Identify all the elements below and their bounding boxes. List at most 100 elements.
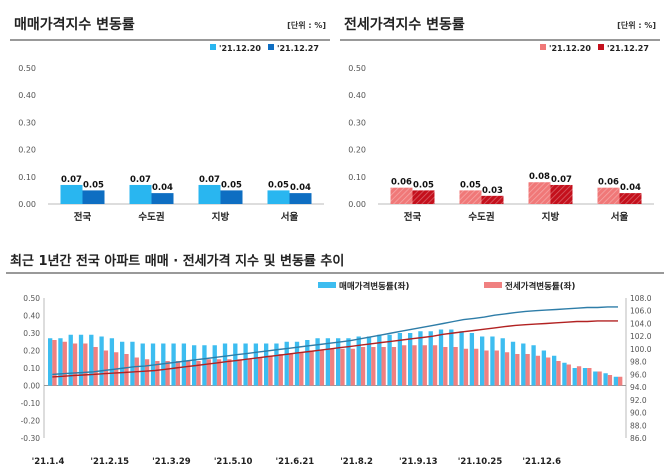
trend-jeonse-bar — [412, 345, 417, 386]
trend-sale-bar — [438, 329, 444, 386]
right-y-tick-label: 98.0 — [630, 358, 647, 367]
trend-sale-bar — [459, 331, 464, 386]
left-y-tick-label: 0.30 — [23, 329, 40, 338]
legend-swatch-0 — [540, 44, 546, 50]
trend-sale-bar — [109, 338, 115, 386]
trend-jeonse-bar — [165, 361, 170, 386]
legend-label-0: '21.12.20 — [549, 44, 591, 53]
trend-sale-bar — [449, 329, 454, 386]
bar-value-label: 0.06 — [598, 178, 619, 188]
legend-label-1: '21.12.27 — [277, 44, 319, 53]
trend-sale-bar — [325, 338, 331, 386]
y-tick-label: 0.30 — [18, 118, 36, 127]
sale-chart-title: 매매가격지수 변동률 — [14, 17, 135, 33]
trend-jeonse-bar — [258, 357, 263, 386]
category-label: 수도권 — [468, 211, 494, 223]
trend-jeonse-bar — [391, 347, 397, 386]
bar-전국-0 — [60, 184, 83, 204]
bar-value-label: 0.07 — [551, 175, 572, 185]
trend-jeonse-bar — [576, 366, 582, 386]
bar-지방-0 — [528, 182, 551, 204]
trend-sale-bar — [428, 331, 433, 386]
trend-sale-bar — [500, 338, 505, 386]
bar-value-label: 0.06 — [391, 178, 412, 188]
jeonse-title-rule — [340, 39, 660, 41]
trend-sale-bar — [294, 341, 300, 386]
bar-value-label: 0.05 — [268, 180, 289, 190]
trend-jeonse-bar — [186, 361, 191, 386]
trend-jeonse-bar — [556, 361, 561, 386]
trend-sale-bar — [552, 355, 557, 386]
trend-jeonse-bar — [515, 354, 520, 386]
trend-jeonse-bar — [587, 368, 592, 386]
right-y-tick-label: 102.0 — [630, 332, 652, 341]
trend-jeonse-bar — [216, 359, 222, 386]
trend-jeonse-bar — [319, 350, 325, 386]
trend-jeonse-bar — [93, 347, 98, 386]
trend-sale-bar — [336, 338, 341, 386]
trend-sale-bar — [582, 368, 588, 386]
trend-panel: 최근 1년간 전국 아파트 매매 · 전세가격 지수 및 변동률 추이 매매가격… — [0, 244, 670, 468]
trend-sale-bar — [202, 345, 207, 386]
trend-jeonse-bar — [402, 345, 407, 386]
category-label: 서울 — [611, 211, 629, 223]
right-y-tick-label: 100.0 — [630, 345, 652, 354]
trend-sale-bar — [356, 336, 361, 386]
trend-sale-bar — [68, 334, 73, 386]
y-tick-label: 0.50 — [348, 64, 366, 73]
trend-sale-bar — [181, 343, 187, 386]
trend-jeonse-bar — [124, 354, 129, 386]
trend-sale-bar — [171, 343, 176, 386]
trend-jeonse-bar — [566, 364, 571, 386]
trend-sale-bar — [418, 331, 423, 386]
sale-title-rule — [10, 39, 330, 41]
trend-sale-bar — [490, 336, 495, 386]
right-y-tick-label: 92.0 — [630, 396, 647, 405]
trend-sale-bar — [264, 343, 269, 386]
trend-sale-bar — [593, 371, 598, 386]
trend-jeonse-bar — [299, 352, 304, 386]
x-tick-label: '21.8.2 — [340, 457, 373, 467]
trend-sale-bar — [510, 341, 516, 386]
bar-value-label: 0.05 — [460, 180, 481, 190]
trend-jeonse-bar — [371, 347, 376, 386]
trend-sale-bar — [243, 343, 248, 386]
trend-sale-bar — [233, 343, 238, 386]
y-tick-label: 0.50 — [18, 64, 36, 73]
jeonse-chart-title: 전세가격지수 변동률 — [344, 17, 465, 33]
trend-jeonse-bar — [278, 354, 283, 386]
trend-jeonse-bar — [206, 359, 211, 386]
bar-value-label: 0.05 — [221, 180, 242, 190]
trend-chart: 매매가격변동률(좌) 전세가격변동률(좌) 0.50 0.40 0.30 0.20 0.10… — [21, 281, 652, 467]
x-tick-label: '21.2.15 — [90, 457, 129, 467]
bar-value-label: 0.03 — [482, 186, 503, 196]
x-tick-label: '21.12.6 — [522, 457, 561, 467]
trend-jeonse-bar — [525, 354, 530, 386]
bar-전국-0 — [390, 187, 413, 204]
trend-jeonse-bar — [484, 350, 489, 386]
trend-jeonse-bar — [330, 348, 335, 386]
trend-sale-bar — [284, 341, 289, 386]
trend-legend-label-1: 전세가격변동률(좌) — [505, 281, 575, 292]
trend-jeonse-bar — [597, 371, 602, 386]
trend-sale-bar — [397, 333, 403, 386]
trend-chart-title: 최근 1년간 전국 아파트 매매 · 전세가격 지수 및 변동률 추이 — [10, 254, 345, 269]
x-tick-label: '21.9.13 — [399, 457, 438, 467]
category-label: 전국 — [404, 211, 422, 223]
bar-수도권-1 — [151, 193, 174, 204]
trend-sale-bar — [562, 362, 567, 386]
category-label: 전국 — [74, 211, 92, 223]
bar-수도권-1 — [481, 195, 504, 204]
left-y-tick-label: -0.20 — [21, 417, 41, 426]
left-y-tick-label: 0.00 — [23, 382, 40, 391]
trend-jeonse-bar — [504, 352, 510, 386]
bar-서울-0 — [597, 187, 620, 204]
sale-index-line — [52, 306, 618, 376]
sale-change-chart: '21.12.20 '21.12.27 0.00 0.10 0.20 0.30 0.40 0.… — [18, 44, 324, 223]
jeonse-change-chart: '21.12.20 '21.12.27 0.00 0.10 0.20 0.30 0.40 0.… — [348, 44, 654, 223]
trend-sale-bar — [305, 340, 310, 386]
x-tick-label: '21.10.25 — [458, 457, 503, 467]
trend-title-rule — [6, 272, 664, 274]
y-tick-label: 0.10 — [18, 173, 36, 182]
bar-value-label: 0.05 — [413, 180, 434, 190]
